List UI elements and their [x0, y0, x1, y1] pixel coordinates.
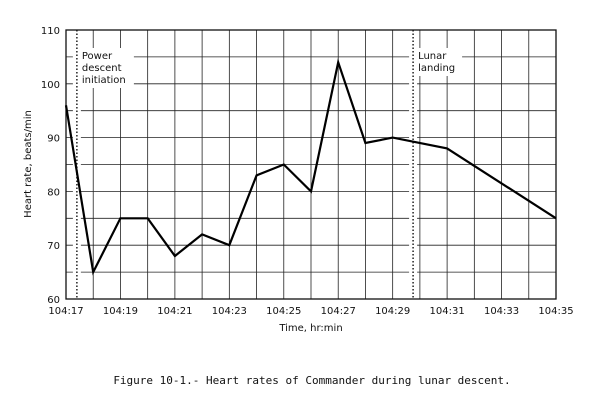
x-tick-label: 104:27	[321, 306, 356, 317]
y-tick-label: 60	[47, 295, 60, 306]
y-tick-label: 100	[41, 80, 60, 91]
x-tick-label: 104:29	[375, 306, 410, 317]
x-tick-label: 104:35	[538, 306, 573, 317]
landing-label-line: Lunar	[418, 51, 447, 62]
x-tick-label: 104:33	[484, 306, 519, 317]
x-axis-label: Time, hr:min	[278, 323, 342, 334]
x-tick-label: 104:31	[430, 306, 465, 317]
power-label-line: Power	[82, 51, 113, 62]
x-tick-label: 104:17	[48, 306, 83, 317]
x-tick-label: 104:21	[157, 306, 192, 317]
power-label-line: descent	[82, 63, 122, 74]
x-tick-label: 104:23	[212, 306, 247, 317]
y-axis-label: Heart rate, beats/min	[23, 110, 34, 218]
x-tick-label: 104:19	[103, 306, 138, 317]
y-tick-label: 70	[47, 241, 60, 252]
y-tick-label: 80	[47, 187, 60, 198]
landing-label-line: landing	[418, 63, 455, 74]
figure-caption: Figure 10-1.- Heart rates of Commander d…	[113, 374, 510, 387]
y-tick-label: 110	[41, 26, 60, 37]
y-tick-label: 90	[47, 134, 60, 145]
power-label-line: initiation	[82, 75, 126, 86]
x-tick-label: 104:25	[266, 306, 301, 317]
grid	[66, 30, 556, 299]
